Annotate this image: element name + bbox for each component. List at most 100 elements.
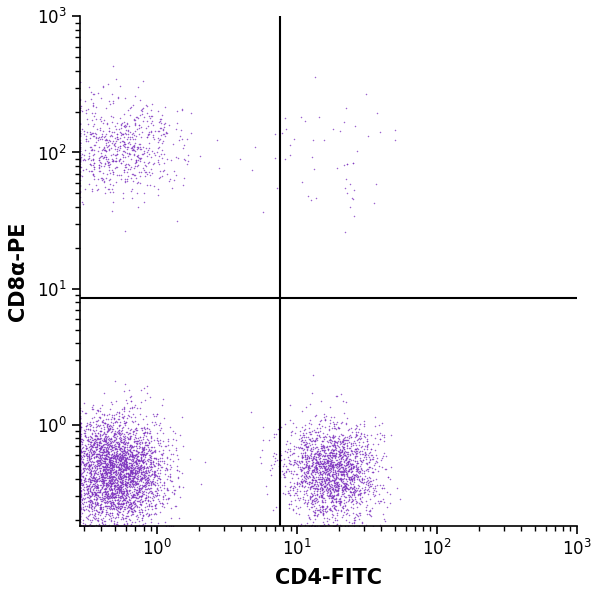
Point (119, 165, 128, 175)
Point (124, 138, 133, 148)
Point (334, 466, 344, 476)
Point (127, 396, 136, 406)
Point (118, 484, 128, 493)
Point (118, 141, 128, 150)
Point (75, 458, 85, 467)
Point (323, 468, 333, 477)
Point (343, 425, 353, 434)
Point (133, 457, 143, 466)
Point (280, 419, 290, 429)
Point (118, 157, 127, 166)
Point (79, 471, 88, 481)
Point (323, 464, 332, 474)
Point (329, 436, 338, 446)
Point (314, 420, 323, 429)
Point (85, 476, 94, 485)
Point (114, 464, 124, 474)
Point (86, 166, 96, 175)
Point (146, 448, 156, 458)
Point (327, 449, 337, 458)
Point (152, 522, 162, 531)
Point (127, 492, 137, 501)
Point (379, 451, 388, 461)
Point (121, 460, 131, 470)
Point (101, 467, 111, 477)
Point (115, 486, 124, 495)
Point (352, 498, 361, 508)
Point (95, 426, 105, 436)
Point (331, 485, 340, 494)
Point (75, 157, 85, 166)
Point (319, 446, 329, 456)
Point (112, 505, 122, 515)
Point (297, 470, 307, 480)
Point (92, 124, 102, 134)
Point (303, 468, 313, 478)
Point (344, 457, 353, 466)
Point (320, 460, 330, 469)
Point (295, 458, 304, 467)
Point (111, 490, 121, 499)
Point (305, 495, 315, 504)
Point (139, 443, 149, 452)
Point (138, 467, 148, 477)
Point (115, 483, 125, 492)
Point (276, 451, 286, 460)
Point (301, 460, 311, 469)
Point (133, 464, 142, 473)
Point (103, 522, 113, 531)
Point (332, 496, 341, 505)
Point (94, 469, 103, 479)
Point (103, 160, 112, 170)
Point (80, 521, 90, 530)
Point (75, 467, 85, 477)
Point (109, 464, 119, 474)
Point (111, 478, 121, 488)
Point (115, 454, 124, 463)
Point (100, 431, 110, 440)
Point (118, 448, 128, 458)
Point (322, 480, 332, 489)
Point (119, 520, 128, 529)
Point (144, 510, 154, 520)
Point (103, 492, 112, 501)
Point (88, 131, 97, 141)
Point (101, 445, 110, 454)
Point (125, 482, 135, 492)
Point (106, 459, 116, 468)
Point (350, 185, 359, 195)
Point (99, 479, 109, 488)
Point (350, 448, 359, 457)
Point (131, 429, 141, 438)
Point (138, 449, 148, 459)
Point (139, 423, 149, 433)
Point (103, 489, 112, 498)
Point (306, 492, 316, 502)
Point (134, 483, 144, 492)
Point (125, 499, 135, 508)
Point (162, 169, 172, 179)
Point (350, 495, 360, 504)
Point (75, 483, 85, 493)
Point (123, 125, 133, 135)
Point (341, 492, 351, 501)
Point (87, 481, 97, 491)
Point (379, 448, 389, 458)
Point (89, 479, 99, 489)
Point (132, 501, 142, 511)
Point (98, 462, 108, 472)
Point (123, 410, 133, 420)
Point (130, 416, 140, 426)
Point (105, 468, 115, 478)
Point (347, 491, 356, 500)
Point (75, 471, 85, 480)
Point (80, 501, 90, 511)
Point (121, 123, 130, 132)
Point (98, 472, 107, 482)
Point (339, 470, 349, 480)
Point (153, 457, 163, 466)
Point (134, 486, 144, 496)
Point (75, 451, 85, 460)
Point (117, 477, 127, 487)
Point (344, 461, 353, 471)
